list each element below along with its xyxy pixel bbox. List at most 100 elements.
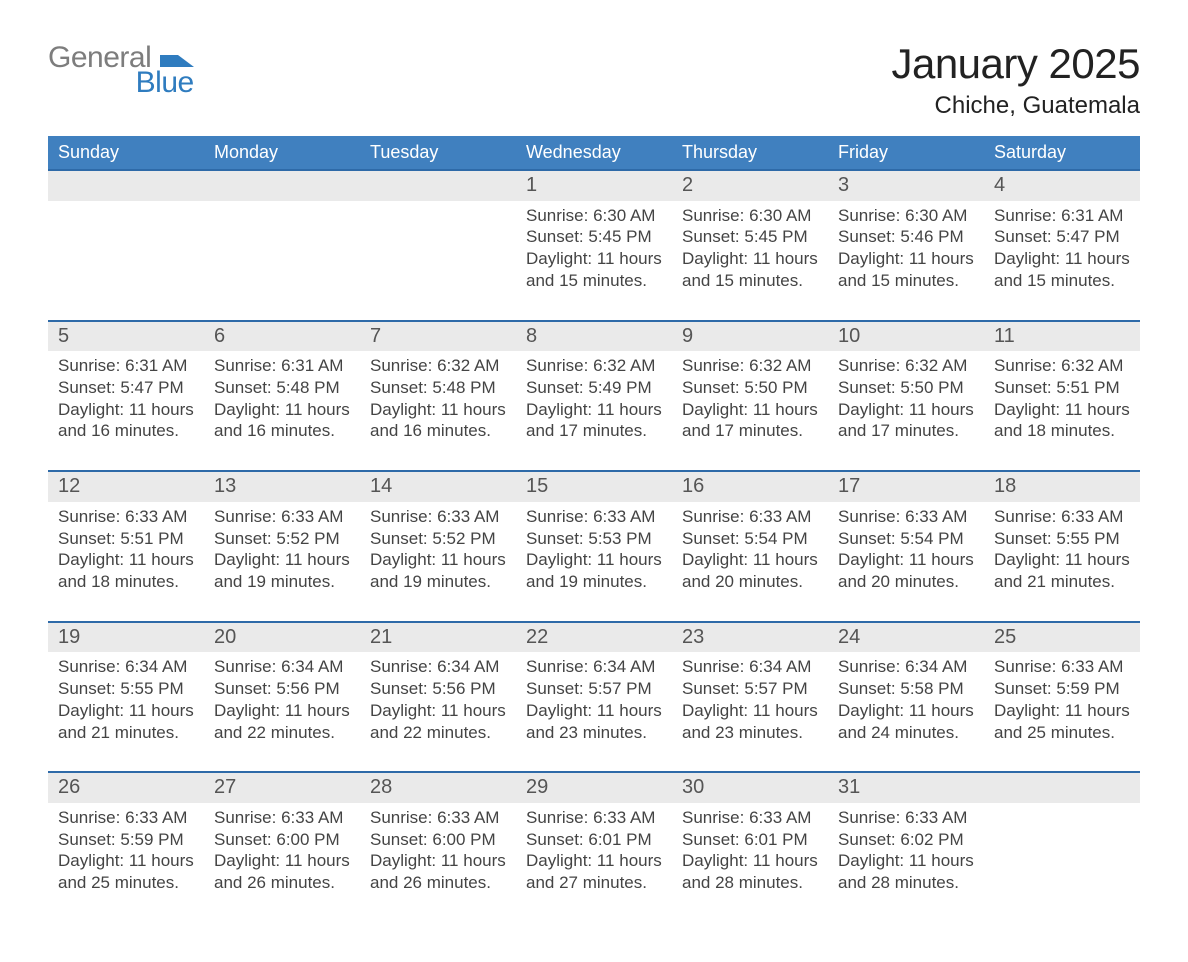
day-dl1: Daylight: 11 hours	[682, 248, 818, 270]
day-sunrise: Sunrise: 6:34 AM	[838, 656, 974, 678]
day-header: Tuesday	[360, 136, 516, 170]
day-sunset: Sunset: 5:51 PM	[994, 377, 1130, 399]
calendar-cell: 2Sunrise: 6:30 AMSunset: 5:45 PMDaylight…	[672, 170, 828, 321]
day-sunrise: Sunrise: 6:31 AM	[58, 355, 194, 377]
day-sunset: Sunset: 6:01 PM	[682, 829, 818, 851]
day-sunrise: Sunrise: 6:32 AM	[994, 355, 1130, 377]
calendar-cell: 13Sunrise: 6:33 AMSunset: 5:52 PMDayligh…	[204, 471, 360, 622]
day-number: 3	[828, 171, 984, 201]
calendar-cell: 5Sunrise: 6:31 AMSunset: 5:47 PMDaylight…	[48, 321, 204, 472]
day-sunrise: Sunrise: 6:30 AM	[682, 205, 818, 227]
day-dl2: and 25 minutes.	[994, 722, 1130, 744]
day-sunset: Sunset: 5:57 PM	[682, 678, 818, 700]
day-sunset: Sunset: 5:54 PM	[838, 528, 974, 550]
day-dl1: Daylight: 11 hours	[526, 850, 662, 872]
day-dl1: Daylight: 11 hours	[214, 850, 350, 872]
calendar-cell: 15Sunrise: 6:33 AMSunset: 5:53 PMDayligh…	[516, 471, 672, 622]
day-dl1: Daylight: 11 hours	[838, 850, 974, 872]
day-sunset: Sunset: 5:49 PM	[526, 377, 662, 399]
day-sunrise: Sunrise: 6:33 AM	[994, 506, 1130, 528]
day-number: 16	[672, 472, 828, 502]
day-dl2: and 20 minutes.	[838, 571, 974, 593]
day-dl2: and 25 minutes.	[58, 872, 194, 894]
calendar-cell: 26Sunrise: 6:33 AMSunset: 5:59 PMDayligh…	[48, 772, 204, 922]
day-number: 7	[360, 322, 516, 352]
day-sunrise: Sunrise: 6:34 AM	[214, 656, 350, 678]
calendar-cell: 6Sunrise: 6:31 AMSunset: 5:48 PMDaylight…	[204, 321, 360, 472]
day-sunrise: Sunrise: 6:33 AM	[838, 506, 974, 528]
day-number: 21	[360, 623, 516, 653]
day-sunrise: Sunrise: 6:32 AM	[838, 355, 974, 377]
day-sunrise: Sunrise: 6:31 AM	[994, 205, 1130, 227]
day-dl1: Daylight: 11 hours	[682, 850, 818, 872]
day-sunrise: Sunrise: 6:33 AM	[58, 807, 194, 829]
day-dl2: and 16 minutes.	[370, 420, 506, 442]
day-number: 28	[360, 773, 516, 803]
day-dl1: Daylight: 11 hours	[682, 399, 818, 421]
calendar-cell: 7Sunrise: 6:32 AMSunset: 5:48 PMDaylight…	[360, 321, 516, 472]
day-dl1: Daylight: 11 hours	[526, 700, 662, 722]
day-number	[48, 171, 204, 201]
day-number: 6	[204, 322, 360, 352]
day-dl2: and 21 minutes.	[994, 571, 1130, 593]
day-dl2: and 16 minutes.	[58, 420, 194, 442]
day-sunrise: Sunrise: 6:34 AM	[682, 656, 818, 678]
day-dl1: Daylight: 11 hours	[682, 700, 818, 722]
calendar-cell: 31Sunrise: 6:33 AMSunset: 6:02 PMDayligh…	[828, 772, 984, 922]
day-sunrise: Sunrise: 6:32 AM	[526, 355, 662, 377]
day-sunset: Sunset: 6:01 PM	[526, 829, 662, 851]
calendar-week: 19Sunrise: 6:34 AMSunset: 5:55 PMDayligh…	[48, 622, 1140, 773]
day-dl1: Daylight: 11 hours	[526, 549, 662, 571]
day-sunrise: Sunrise: 6:33 AM	[214, 807, 350, 829]
day-sunrise: Sunrise: 6:33 AM	[838, 807, 974, 829]
day-sunrise: Sunrise: 6:34 AM	[58, 656, 194, 678]
day-number: 13	[204, 472, 360, 502]
day-sunset: Sunset: 6:00 PM	[214, 829, 350, 851]
calendar-cell	[984, 772, 1140, 922]
day-sunset: Sunset: 5:55 PM	[994, 528, 1130, 550]
page-title: January 2025	[891, 40, 1140, 88]
day-dl2: and 22 minutes.	[214, 722, 350, 744]
day-sunrise: Sunrise: 6:32 AM	[370, 355, 506, 377]
day-header: Wednesday	[516, 136, 672, 170]
day-dl2: and 17 minutes.	[682, 420, 818, 442]
day-dl1: Daylight: 11 hours	[994, 399, 1130, 421]
day-sunset: Sunset: 5:57 PM	[526, 678, 662, 700]
day-sunset: Sunset: 5:59 PM	[58, 829, 194, 851]
day-dl2: and 15 minutes.	[526, 270, 662, 292]
calendar-cell: 20Sunrise: 6:34 AMSunset: 5:56 PMDayligh…	[204, 622, 360, 773]
day-dl2: and 15 minutes.	[682, 270, 818, 292]
day-dl2: and 15 minutes.	[838, 270, 974, 292]
day-sunrise: Sunrise: 6:34 AM	[370, 656, 506, 678]
calendar-cell: 14Sunrise: 6:33 AMSunset: 5:52 PMDayligh…	[360, 471, 516, 622]
day-sunrise: Sunrise: 6:33 AM	[370, 807, 506, 829]
day-sunrise: Sunrise: 6:34 AM	[526, 656, 662, 678]
day-number: 11	[984, 322, 1140, 352]
day-number: 25	[984, 623, 1140, 653]
day-number: 15	[516, 472, 672, 502]
day-number: 24	[828, 623, 984, 653]
day-dl1: Daylight: 11 hours	[838, 248, 974, 270]
day-sunrise: Sunrise: 6:33 AM	[682, 807, 818, 829]
day-header: Thursday	[672, 136, 828, 170]
title-block: January 2025 Chiche, Guatemala	[891, 40, 1140, 130]
day-sunset: Sunset: 5:56 PM	[370, 678, 506, 700]
day-sunset: Sunset: 5:55 PM	[58, 678, 194, 700]
day-dl2: and 17 minutes.	[526, 420, 662, 442]
day-number: 29	[516, 773, 672, 803]
day-dl1: Daylight: 11 hours	[214, 700, 350, 722]
day-dl1: Daylight: 11 hours	[526, 248, 662, 270]
day-sunset: Sunset: 5:51 PM	[58, 528, 194, 550]
calendar-table: SundayMondayTuesdayWednesdayThursdayFrid…	[48, 136, 1140, 922]
day-dl2: and 23 minutes.	[682, 722, 818, 744]
day-dl1: Daylight: 11 hours	[58, 399, 194, 421]
day-dl2: and 28 minutes.	[838, 872, 974, 894]
day-dl1: Daylight: 11 hours	[682, 549, 818, 571]
day-sunset: Sunset: 5:56 PM	[214, 678, 350, 700]
day-dl2: and 24 minutes.	[838, 722, 974, 744]
day-dl2: and 18 minutes.	[994, 420, 1130, 442]
calendar-cell: 8Sunrise: 6:32 AMSunset: 5:49 PMDaylight…	[516, 321, 672, 472]
calendar-cell: 9Sunrise: 6:32 AMSunset: 5:50 PMDaylight…	[672, 321, 828, 472]
day-sunset: Sunset: 5:54 PM	[682, 528, 818, 550]
day-sunrise: Sunrise: 6:33 AM	[526, 506, 662, 528]
